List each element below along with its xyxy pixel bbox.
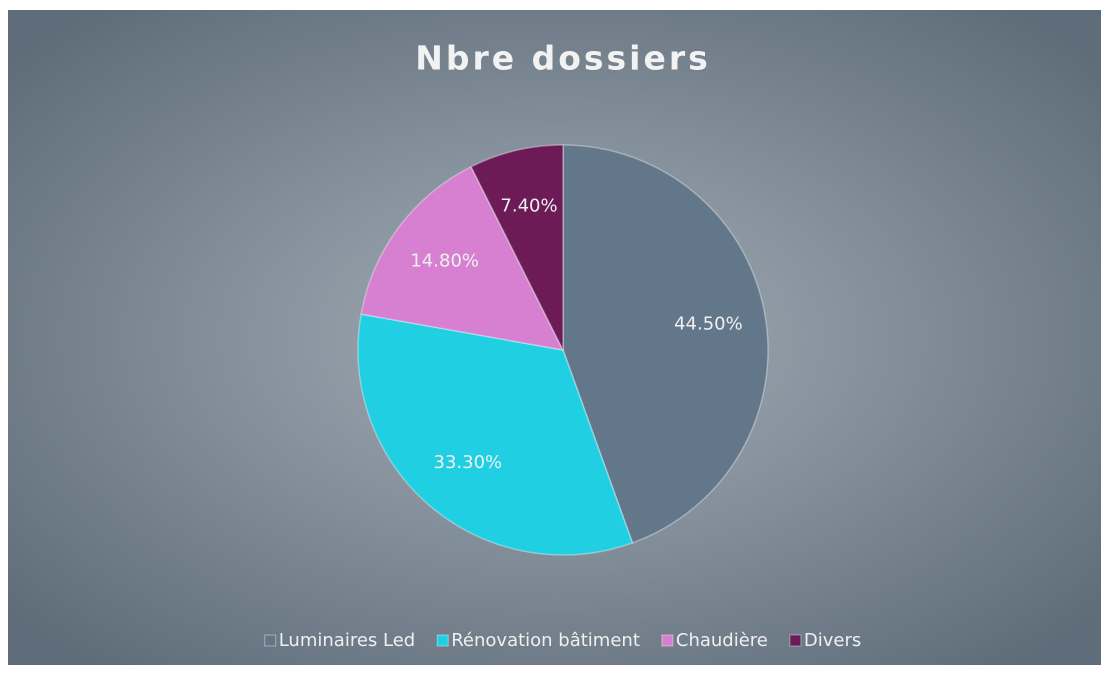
legend: Luminaires Led Rénovation bâtiment Chaudiè… [264, 630, 861, 651]
pie-slice [470, 144, 564, 351]
data-label: 44.50% [674, 314, 743, 335]
data-label: 7.40% [500, 195, 557, 216]
legend-label: Chaudière [676, 630, 768, 651]
data-label: 14.80% [410, 251, 479, 272]
legend-marker [436, 634, 449, 647]
pie-slice [360, 165, 565, 352]
pie-slice [562, 144, 769, 544]
legend-marker [661, 634, 674, 647]
pie-slice [357, 313, 634, 556]
legend-label: Luminaires Led [279, 630, 416, 651]
pie: 44.50% 33.30% 14.80% 7.40% [357, 144, 769, 556]
legend-marker [264, 634, 277, 647]
data-label: 33.30% [434, 452, 503, 473]
legend-label: Rénovation bâtiment [451, 630, 640, 651]
legend-marker [789, 634, 802, 647]
legend-label: Divers [804, 630, 861, 651]
chart-title: Nbre dossiers [415, 39, 711, 78]
